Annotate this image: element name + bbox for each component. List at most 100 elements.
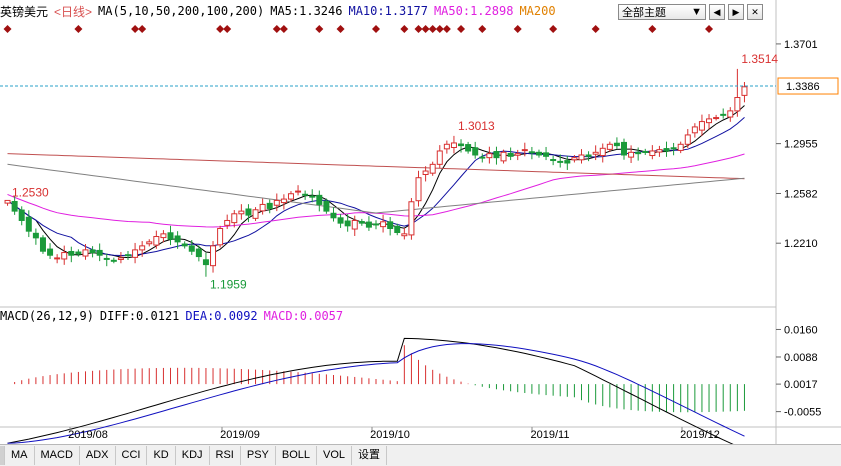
tab-rsi[interactable]: RSI [210, 446, 241, 465]
tab-adx[interactable]: ADX [80, 446, 116, 465]
y-tick-label: 1.2582 [784, 188, 818, 200]
ma5-value: MA5:1.3246 [270, 4, 343, 18]
candle-body [96, 249, 103, 256]
candle-body [543, 152, 550, 157]
candle-body [302, 193, 309, 196]
candle-body [266, 202, 273, 209]
candle-body [18, 209, 25, 221]
tab-cci[interactable]: CCI [116, 446, 148, 465]
candle-body [443, 143, 450, 150]
candle-body [528, 151, 535, 154]
candle-body [195, 248, 202, 258]
tab-kd[interactable]: KD [147, 446, 176, 465]
candle-body [245, 208, 252, 216]
ma50-value: MA50:1.2898 [433, 4, 514, 18]
candle-body [32, 232, 39, 239]
event-diamond-icon [272, 25, 281, 33]
candle-body [713, 117, 720, 120]
event-diamond-icon [648, 25, 657, 33]
candle-body [167, 232, 174, 240]
candle-body [493, 151, 500, 159]
candle-body [351, 219, 358, 230]
candle-body [309, 195, 316, 198]
tab-vol[interactable]: VOL [317, 446, 353, 465]
tab-ma[interactable]: MA [5, 446, 35, 465]
candle-body [117, 257, 124, 261]
candle-body [698, 121, 705, 131]
tab-macd[interactable]: MACD [35, 446, 80, 465]
candle-body [358, 221, 365, 224]
tab-scroll-handle[interactable] [0, 446, 5, 465]
candle-body [514, 153, 521, 156]
candle-body [684, 134, 691, 145]
low-annotation: 1.1959 [210, 278, 247, 292]
candle-body [585, 154, 592, 157]
macd-dea: DEA:0.0092 [185, 309, 258, 323]
indicator-header: 英镑美元 <日线> MA(5,10,50,200,100,200) MA5:1.… [0, 0, 610, 22]
candle-body [54, 257, 61, 260]
tab-settings[interactable]: 设置 [352, 446, 388, 465]
close-button[interactable]: ✕ [747, 4, 763, 20]
tab-boll[interactable]: BOLL [276, 446, 318, 465]
indicator-tabs: MA MACD ADX CCI KD KDJ RSI PSY BOLL VOL … [0, 444, 841, 466]
x-tick-label: 2019/10 [370, 429, 410, 441]
candle-body [4, 199, 11, 204]
next-button[interactable]: ▶ [728, 4, 744, 20]
macd-header: MACD(26,12,9) DIFF:0.0121 DEA:0.0092 MAC… [0, 309, 349, 325]
event-diamond-icon [457, 25, 466, 33]
candle-body [727, 110, 734, 118]
candle-body [89, 249, 96, 254]
prev-button[interactable]: ◀ [709, 4, 725, 20]
chart-controls: 全部主题 ▼ ◀ ▶ ✕ [618, 4, 763, 20]
candle-body [656, 149, 663, 153]
candle-body [295, 190, 302, 193]
symbol-label: 英镑美元 [0, 4, 49, 19]
candle-body [231, 213, 238, 224]
event-diamond-icon [428, 25, 437, 33]
tab-kdj[interactable]: KDJ [176, 446, 210, 465]
ma50-line [7, 153, 745, 228]
event-diamond-icon [336, 25, 345, 33]
x-tick-label: 2019/08 [68, 429, 108, 441]
candle-body [670, 147, 677, 150]
event-diamond-icon [478, 25, 487, 33]
candle-body [68, 250, 75, 256]
macd-y-tick-label: -0.0055 [784, 407, 821, 419]
candle-body [401, 233, 408, 237]
candle-body [557, 160, 564, 163]
theme-dropdown[interactable]: 全部主题 ▼ [618, 4, 706, 20]
period-label[interactable]: <日线> [54, 4, 93, 19]
candle-body [422, 170, 429, 175]
event-diamond-icon [372, 25, 380, 33]
candle-body [11, 200, 18, 212]
last-price-label: 1.3386 [786, 81, 820, 93]
candle-body [330, 212, 337, 219]
macd-dea-line [7, 343, 745, 444]
candle-body [103, 257, 110, 260]
candle-body [125, 254, 131, 257]
candle-body [691, 126, 698, 134]
chevron-down-icon: ▼ [691, 6, 702, 18]
candle-body [408, 201, 415, 236]
macd-y-tick-label: 0.0160 [784, 324, 818, 336]
candle-body [61, 252, 68, 260]
candle-body [571, 157, 578, 161]
ma10-line [7, 117, 745, 257]
candle-body [259, 203, 266, 212]
candle-body [47, 248, 54, 256]
candle-body [677, 143, 684, 151]
event-diamond-icon [549, 25, 558, 33]
candle-body [535, 151, 542, 156]
candle-body [635, 151, 642, 155]
candle-body [465, 144, 472, 152]
y-tick-label: 1.3701 [784, 39, 818, 51]
candle-body [287, 193, 294, 200]
candle-body [599, 147, 606, 157]
tab-psy[interactable]: PSY [241, 446, 276, 465]
candle-body [592, 151, 599, 155]
x-tick-label: 2019/11 [531, 429, 570, 441]
candle-body [458, 143, 465, 147]
candle-body [380, 221, 387, 228]
candle-body [507, 152, 514, 157]
candle-body [146, 241, 153, 245]
